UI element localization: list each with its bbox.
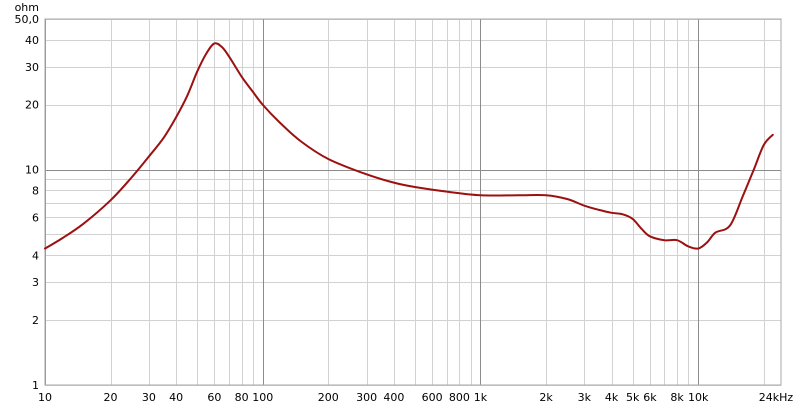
- x-tick-label: 6k: [643, 391, 657, 404]
- x-tick-label: 10k: [688, 391, 709, 404]
- x-tick-label: 80: [235, 391, 249, 404]
- impedance-curve: [44, 42, 774, 250]
- x-tick-label: 600: [422, 391, 443, 404]
- y-tick-label: 10: [25, 164, 39, 177]
- x-axis-unit-label: 24kHz: [759, 391, 794, 404]
- x-tick-label: 20: [104, 391, 118, 404]
- x-tick-label: 60: [207, 391, 221, 404]
- x-tick-label: 30: [142, 391, 156, 404]
- x-tick-label: 800: [449, 391, 470, 404]
- y-tick-label: 20: [25, 99, 39, 112]
- x-tick-label: 200: [318, 391, 339, 404]
- x-tick-label: 3k: [578, 391, 592, 404]
- y-tick-label: 50,0: [15, 13, 40, 26]
- x-tick-label: 1k: [474, 391, 488, 404]
- y-tick-label: 8: [32, 184, 39, 197]
- x-tick-label: 4k: [605, 391, 619, 404]
- y-tick-label: 6: [32, 211, 39, 224]
- plot-background: [45, 19, 781, 385]
- y-axis-unit: ohm: [15, 1, 39, 14]
- y-tick-label: 4: [32, 249, 39, 262]
- plot-frame: [44, 18, 782, 386]
- x-tick-label: 40: [169, 391, 183, 404]
- x-tick-label: 10: [38, 391, 52, 404]
- x-tick-label: 8k: [670, 391, 684, 404]
- x-tick-label: 300: [356, 391, 377, 404]
- x-tick-label: 100: [252, 391, 273, 404]
- y-tick-labels: 1 2 3 4 6 8 10 20 30 40 50,0: [15, 13, 40, 392]
- x-tick-label: 400: [383, 391, 404, 404]
- series-layer: [44, 42, 774, 250]
- y-tick-label: 1: [32, 379, 39, 392]
- y-tick-label: 40: [25, 34, 39, 47]
- y-tick-label: 3: [32, 276, 39, 289]
- y-tick-label: 30: [25, 61, 39, 74]
- x-tick-label: 2k: [539, 391, 553, 404]
- x-tick-label: 5k: [626, 391, 640, 404]
- x-tick-labels: 10 20 30 40 60 80 100 200 300 400 600 800 1k 2k 3k 4k 5k…: [38, 391, 709, 404]
- y-tick-label: 2: [32, 314, 39, 327]
